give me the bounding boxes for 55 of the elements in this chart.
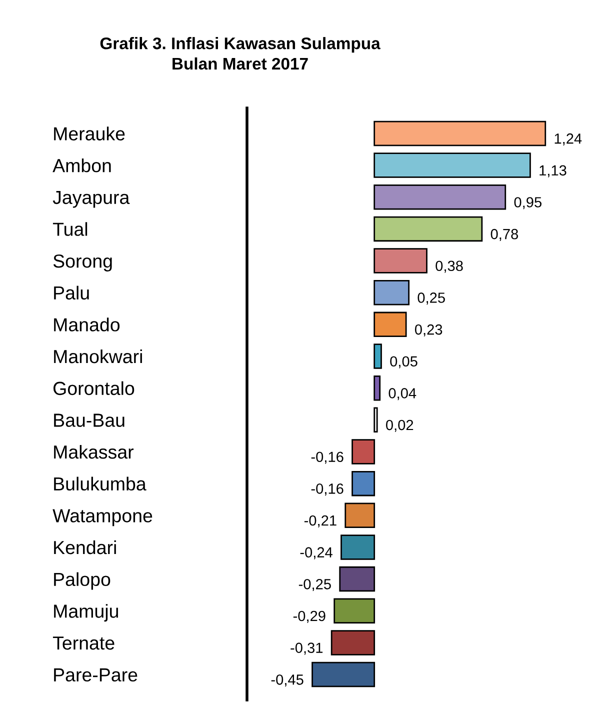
bar bbox=[334, 598, 376, 624]
data-label: -0,29 bbox=[293, 610, 326, 623]
bar bbox=[374, 344, 382, 369]
data-label: -0,45 bbox=[271, 674, 304, 687]
bar bbox=[352, 439, 376, 464]
data-label: 0,05 bbox=[390, 356, 418, 368]
bar bbox=[374, 280, 410, 306]
bar bbox=[344, 502, 376, 528]
bar bbox=[374, 312, 407, 338]
bar bbox=[374, 407, 378, 433]
y-tick-label: Manokwari bbox=[54, 349, 142, 364]
y-tick-label: Tual bbox=[52, 222, 88, 236]
y-tick-label: Sorong bbox=[53, 254, 112, 272]
y-tick-label: Palopo bbox=[54, 572, 110, 590]
y-tick-label: Jayapura bbox=[52, 191, 130, 208]
y-tick-label: Pare-Pare bbox=[54, 668, 138, 682]
data-label: 1,13 bbox=[540, 165, 566, 178]
bar bbox=[339, 566, 376, 592]
data-label: -0,24 bbox=[300, 547, 332, 560]
y-tick-label: Watampone bbox=[52, 509, 152, 526]
data-label: 0,04 bbox=[388, 388, 416, 400]
y-tick-label: Ternate bbox=[52, 636, 114, 650]
y-tick-label: Bau-Bau bbox=[54, 414, 124, 427]
y-tick-label: Gorontalo bbox=[54, 381, 134, 396]
y-tick-label: Mamuju bbox=[54, 604, 118, 622]
bar bbox=[374, 248, 428, 274]
bar bbox=[374, 375, 381, 401]
data-label: 1,24 bbox=[554, 133, 582, 146]
bar bbox=[374, 152, 531, 178]
bar bbox=[352, 470, 376, 496]
data-label: -0,21 bbox=[304, 515, 336, 528]
y-tick-label: Manado bbox=[54, 318, 120, 332]
bar bbox=[374, 120, 546, 146]
data-label: 0,78 bbox=[490, 228, 518, 241]
chart-title: Grafik 3. Inflasi Kawasan Sulampua Bulan Maret 2017 bbox=[100, 37, 380, 70]
data-label: 0,23 bbox=[414, 324, 442, 336]
bar bbox=[312, 662, 376, 688]
y-tick-label: Kendari bbox=[54, 540, 116, 554]
data-label: 0,25 bbox=[418, 292, 445, 305]
data-label: 0,38 bbox=[436, 260, 463, 273]
bar bbox=[330, 630, 376, 656]
y-tick-label: Merauke bbox=[54, 126, 125, 140]
y-tick-label: Ambon bbox=[52, 158, 111, 172]
data-label: -0,25 bbox=[298, 579, 331, 592]
y-tick-label: Makassar bbox=[54, 444, 134, 459]
data-label: -0,31 bbox=[290, 642, 323, 655]
data-label: -0,16 bbox=[311, 484, 344, 496]
y-tick-label: Bulukumba bbox=[54, 476, 146, 491]
data-label: 0,95 bbox=[514, 197, 542, 210]
data-label: -0,16 bbox=[311, 452, 344, 464]
bar bbox=[340, 534, 376, 560]
bar bbox=[374, 184, 506, 210]
bar bbox=[374, 216, 483, 242]
data-label: 0,02 bbox=[386, 420, 414, 432]
y-tick-label: Palu bbox=[54, 286, 89, 300]
